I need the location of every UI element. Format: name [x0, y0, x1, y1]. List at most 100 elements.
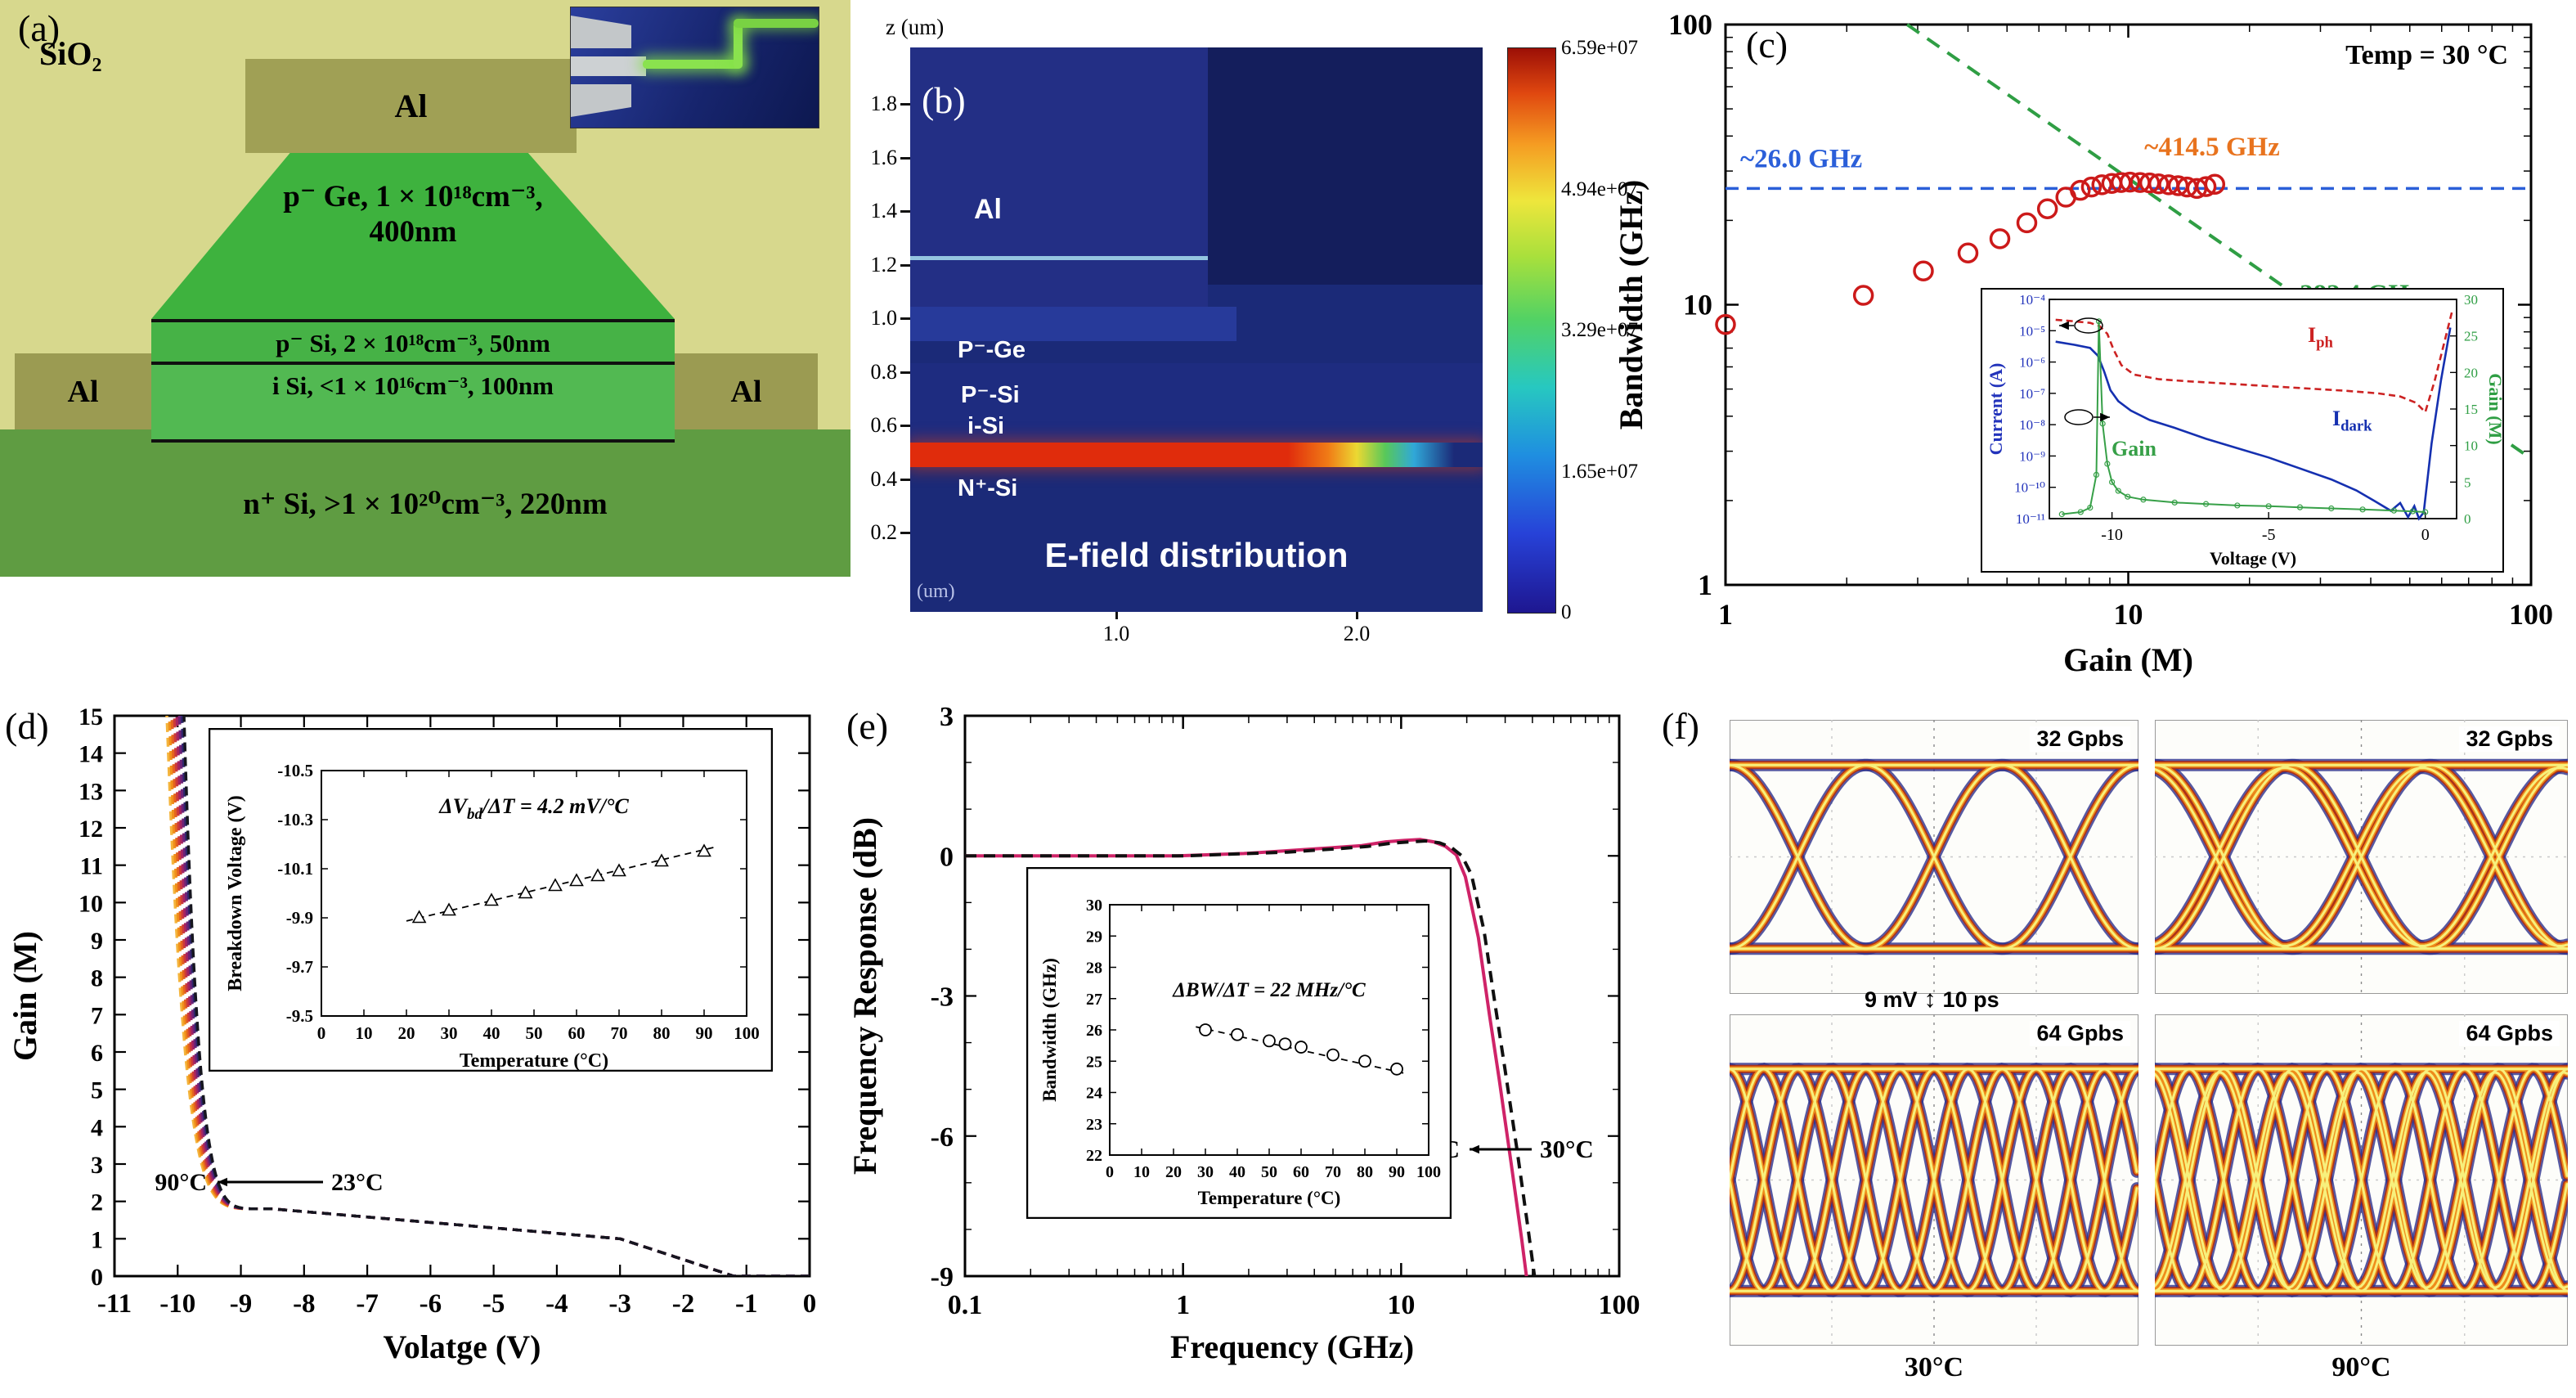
- eye-traces: [1723, 1014, 2145, 1346]
- tick-label: 26: [1086, 1022, 1102, 1040]
- panel-e-chart: 0.1 1 10 100 3 0 -3 -6 -9 Frequency (GHz) Frequenc…: [838, 699, 1660, 1398]
- tick-label: 10⁻¹⁰: [2014, 480, 2045, 496]
- tick-label: 13: [79, 778, 103, 805]
- gain-point: [2202, 501, 2210, 507]
- layer-label-ge: P⁻-Ge: [958, 336, 1025, 363]
- gain-point: [2087, 505, 2094, 511]
- data-point-triangle: [569, 873, 584, 887]
- tick-label: 10⁻⁶: [2019, 355, 2045, 371]
- gain-point: [2140, 497, 2147, 503]
- n-si-label: n⁺ Si, >1 × 10²⁰cm⁻³, 220nm: [243, 487, 608, 521]
- time-scale-label: 10 ps: [1942, 987, 1999, 1012]
- panel-a-letter: (a): [18, 7, 61, 49]
- tick-label: 28: [1086, 960, 1102, 978]
- panel-b-letter: (b): [922, 79, 966, 121]
- tick-label: 10: [2464, 438, 2478, 454]
- gain-point: [2359, 506, 2366, 513]
- gain-point: [2171, 499, 2178, 506]
- z-tick-mark: [900, 479, 910, 481]
- response-curve-30C: [965, 838, 1537, 1276]
- eye-trace: [2153, 1068, 2569, 1292]
- inset-x-title: Temperature (°C): [460, 1050, 608, 1072]
- data-point-triangle: [697, 843, 711, 857]
- g-tspan: I: [2308, 323, 2316, 347]
- panel-d-letter: (d): [5, 705, 49, 747]
- data-point-circle: [1326, 1048, 1340, 1062]
- iv-gain-inset-plot: 10⁻⁴ 10⁻⁵ 10⁻⁶ 10⁻⁷ 10⁻⁸ 10⁻⁹ 10⁻¹⁰ 10⁻¹¹ -10 -5 0…: [1981, 288, 2504, 573]
- tick-label: -8: [293, 1289, 316, 1319]
- eye-trace: [1728, 1068, 2138, 1292]
- temp-caption-left: 30°C: [1904, 1352, 1964, 1382]
- waveguide-horizontal: [643, 60, 743, 69]
- z-tick-label: 1.8: [870, 92, 898, 115]
- tick-label: 9: [91, 928, 103, 955]
- panel-f-letter: (f): [1662, 705, 1699, 747]
- tick-label: -3: [931, 982, 954, 1013]
- tick-label: 1: [91, 1226, 103, 1253]
- z-tick-label: 0.8: [870, 360, 898, 384]
- z-tick-label: 1.4: [870, 199, 898, 223]
- inset-frame: [1981, 288, 2504, 573]
- curve-label: Iph: [2308, 323, 2334, 352]
- tick-label: 15: [79, 703, 103, 730]
- panel-c-chart: 1 10 100 1 10 100 Gain (M) Bandwidth (GHz) Temp …: [1603, 0, 2576, 699]
- eye-trace: [1728, 1068, 2138, 1292]
- tick-label: 23: [1086, 1116, 1102, 1134]
- gain-point: [2099, 420, 2106, 427]
- tick-label: 30: [1086, 897, 1102, 915]
- data-point: [2091, 174, 2112, 196]
- curve-label: Idark: [2332, 407, 2372, 435]
- tick-label: 25: [1086, 1053, 1102, 1071]
- eye-trace: [2153, 1071, 2569, 1289]
- al-top-contact: Al: [245, 59, 577, 153]
- z-axis-label: z (um): [886, 15, 945, 39]
- gain-point: [2409, 508, 2416, 515]
- breakdown-voltage-inset-plot: 0 10 20 30 40 50 60 70 80 90 100 -10.5 -10.3 -10.1 -9.…: [209, 728, 773, 1072]
- gain-point: [2328, 505, 2335, 512]
- g-tspan: I: [2332, 407, 2340, 430]
- gain-point: [2296, 504, 2304, 510]
- eye-trace: [2153, 766, 2569, 947]
- eye-trace: [1728, 763, 2138, 951]
- efield-plot: (b) Al P⁻-Ge P⁻-Si i-Si N⁺-Si E-field di…: [910, 47, 1483, 612]
- gbp-line: [1905, 23, 2533, 461]
- tick-label: -9: [230, 1289, 253, 1319]
- tick-label: 40: [1229, 1163, 1245, 1181]
- hline-label: ~26.0 GHz: [1740, 144, 1862, 173]
- tick-label: 30: [2464, 292, 2478, 308]
- al-interface-line: [910, 256, 1208, 261]
- tick-label: 10⁻⁵: [2019, 323, 2045, 339]
- tick-label: 100: [1599, 1290, 1640, 1320]
- i-si-layer: i Si, <1 × 10¹⁶cm⁻³, 100nm: [151, 362, 675, 443]
- temp-right-label: 23°C: [331, 1169, 384, 1196]
- eye-diagram-32g-30c: 32 Gpbs: [1723, 719, 2145, 995]
- eye-trace: [2153, 1068, 2569, 1292]
- n-si-layer: n⁺ Si, >1 × 10²⁰cm⁻³, 220nm: [0, 429, 850, 577]
- al-right-label: Al: [730, 374, 762, 409]
- tick-label: 10: [1387, 1290, 1415, 1320]
- colorbar-tick-label: 4.94e+07: [1561, 178, 1638, 200]
- tick-label: 10⁻¹¹: [2016, 511, 2045, 527]
- gbp-max-label: ~414.5 GHz: [2144, 133, 2280, 162]
- panel-b-efield-map: z (um) (b) Al P⁻-Ge P⁻-Si i-Si N⁺-Si E-f…: [863, 0, 1638, 695]
- layer-label-nsi: N⁺-Si: [958, 474, 1018, 501]
- tick-label: 10: [356, 1023, 373, 1043]
- x-axis-title: Volatge (V): [384, 1328, 541, 1365]
- sio2-label: SiO₂: [39, 35, 102, 72]
- si-region: [910, 363, 1483, 443]
- scale-annotation: 9 mV ↕ 10 ps: [1865, 986, 1999, 1014]
- fit-line: [406, 846, 717, 922]
- inset-title: ΔBW/ΔT = 22 MHz/°C: [1172, 979, 1366, 1001]
- data-point-triangle: [411, 910, 427, 924]
- x-tick-mark: [1356, 612, 1358, 619]
- layer-label-psi: P⁻-Si: [961, 382, 1020, 409]
- eye-diagram-64g-30c: 64 Gpbs: [1723, 1014, 2145, 1346]
- tick-label: 22: [1086, 1147, 1102, 1165]
- data-point: [2147, 173, 2170, 195]
- eye-diagram-64g-90c: 64 Gpbs: [2148, 1014, 2574, 1346]
- bitrate-label: 32 Gpbs: [2459, 726, 2560, 752]
- waveguide-output: [734, 19, 819, 28]
- tick-label: -1: [735, 1289, 758, 1319]
- x-axis-title: Frequency (GHz): [1170, 1328, 1414, 1365]
- gain-curve-23°C: [182, 716, 810, 1276]
